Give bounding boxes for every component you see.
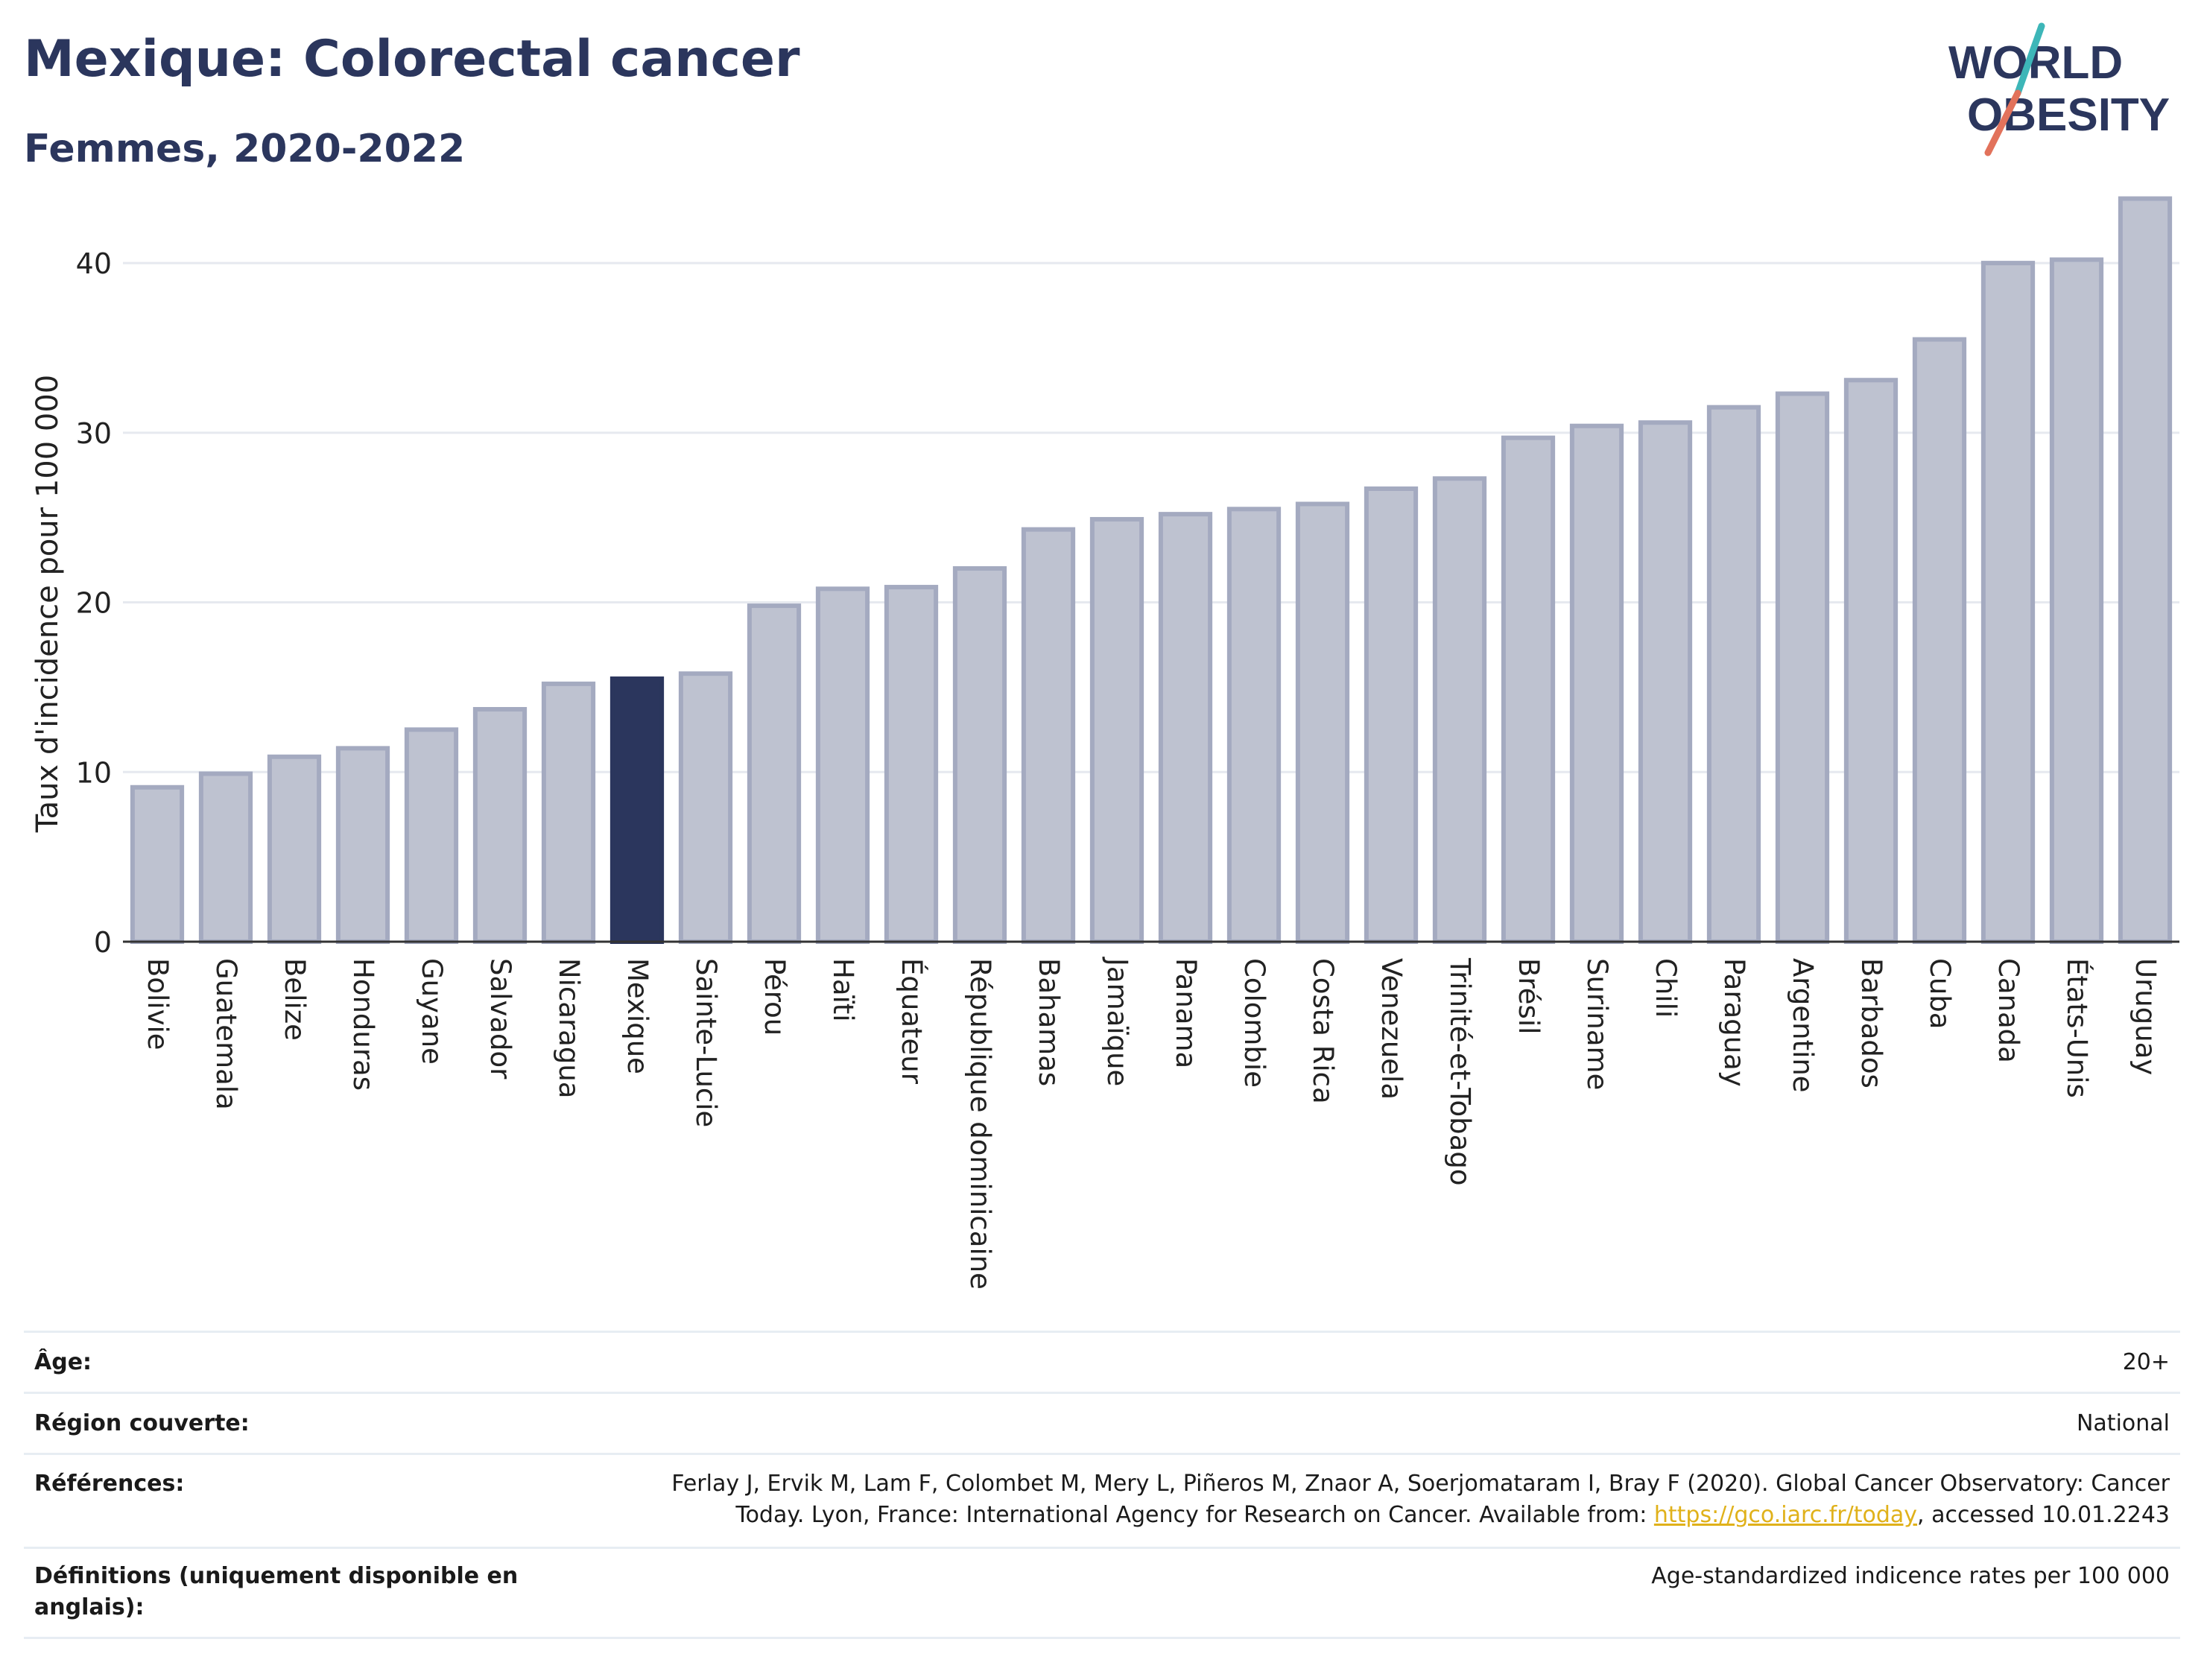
metadata-table: Âge: 20+ Région couverte: National Référ… [24,1331,2180,1639]
x-tick-label: Guatemala [210,958,242,1110]
x-tick-label: Guyane [416,958,448,1065]
x-tick-label: Canada [1992,958,2024,1063]
x-tick-label: Mexique [621,958,653,1074]
x-tick-label: Cuba [1924,958,1956,1029]
meta-references-value: Ferlay J, Ervik M, Lam F, Colombet M, Me… [605,1468,2180,1547]
x-tick-label: République dominicaine [964,958,996,1290]
bar [884,585,939,944]
x-tick-label: Uruguay [2129,958,2162,1075]
bar [541,681,596,944]
references-accessed: , accessed 10.01.2243 [1917,1502,2170,1528]
meta-region-label: Région couverte: [34,1410,250,1436]
bar-highlight [609,676,665,944]
logo-slash-teal [2014,22,2045,97]
x-tick-label: Chili [1650,958,1682,1018]
meta-age-value: 20+ [2122,1348,2170,1375]
x-tick-label: Jamaïque [1101,957,1133,1086]
meta-row-region: Région couverte: National [24,1392,2180,1453]
x-tick-label: Barbados [1855,958,1887,1088]
bar [952,566,1007,944]
bar [472,707,528,944]
x-tick-label: Venezuela [1375,958,1407,1100]
y-tick-label: 30 [76,417,112,450]
x-tick-label: Salvador [484,958,516,1080]
world-obesity-logo: WORLD OBESITY [1948,22,2170,156]
x-tick-label: Bahamas [1033,958,1065,1086]
x-tick-label: Nicaragua [553,958,585,1098]
bar [678,671,733,944]
x-tick-label: États-Unis [2061,958,2094,1098]
x-tick-label: Brésil [1513,958,1545,1034]
meta-region-value: National [2076,1410,2170,1436]
x-tick-label: Bolivie [142,958,174,1050]
x-tick-label: Costa Rica [1307,958,1339,1104]
bar [198,771,253,945]
x-tick-label: Trinité-et-Tobago [1444,957,1476,1185]
bar [1980,261,2036,945]
chart-subtitle: Femmes, 2020-2022 [24,127,466,171]
x-tick-label: Belize [279,958,311,1041]
meta-row-definitions: Définitions (uniquement disponible en an… [24,1547,2180,1639]
references-link[interactable]: https://gco.iarc.fr/today [1653,1502,1918,1528]
meta-definitions-label: Définitions (uniquement disponible en an… [34,1563,519,1620]
x-tick-label: Argentine [1787,958,1819,1093]
bar [1295,501,1350,944]
x-tick-label: Sainte-Lucie [690,958,722,1127]
logo-slash-coral [1984,89,2021,156]
bar [2118,196,2173,944]
y-tick-label: 10 [76,756,112,789]
bar [1501,435,1556,944]
bar-chart: 0 10 20 30 40 Bolivie Guatemala Belize Honduras G… [76,196,2179,1290]
bar [1158,512,1213,944]
meta-row-age: Âge: 20+ [24,1331,2180,1392]
bar [404,727,459,944]
bar [2049,257,2104,944]
y-tick-label: 40 [76,247,112,280]
bar [1775,391,1830,944]
bar [1706,405,1761,944]
y-tick-label: 20 [76,587,112,620]
bar [1226,507,1282,944]
bar [1021,527,1076,944]
x-tick-label: Suriname [1581,958,1613,1090]
bar [335,746,390,945]
x-tick-label: Panama [1170,958,1202,1068]
meta-age-label: Âge: [34,1348,92,1375]
x-tick-label: Honduras [347,958,379,1091]
bar [1638,420,1693,944]
bar [1089,516,1144,944]
x-tick-label: Haïti [827,958,859,1022]
bar [1432,476,1487,944]
x-tick-label: Pérou [759,958,791,1036]
bar [815,586,870,944]
x-tick-label: Équateur [896,958,928,1085]
meta-definitions-value: Age-standardized indicence rates per 100… [1651,1563,2170,1589]
bar [267,754,322,945]
meta-references-label: Références: [34,1471,185,1497]
references-text: Ferlay J, Ervik M, Lam F, Colombet M, Me… [671,1471,2170,1528]
bar [130,784,185,944]
bar [1569,423,1624,944]
x-tick-label: Colombie [1238,958,1270,1088]
bar [747,603,802,944]
meta-row-references: Références: Ferlay J, Ervik M, Lam F, Co… [24,1453,2180,1547]
bar [1843,378,1899,944]
x-tick-label: Paraguay [1718,958,1750,1087]
y-tick-label: 0 [94,926,112,959]
bar [1364,486,1419,944]
bar [1912,337,1967,944]
chart-title: Mexique: Colorectal cancer [24,30,800,89]
